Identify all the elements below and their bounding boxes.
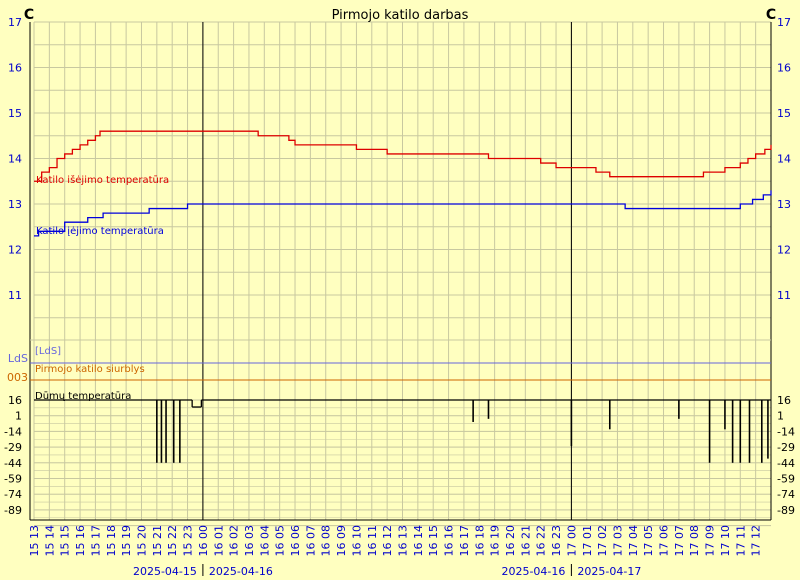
y-tick-lower-left: -29	[4, 441, 22, 454]
y-tick-left: 15	[8, 107, 22, 120]
x-tick-label: 17 11	[734, 525, 747, 557]
x-tick-label: 16 03	[243, 525, 256, 557]
x-tick-label: 16 21	[519, 525, 532, 557]
x-tick-label: 16 11	[366, 525, 379, 557]
pump-label: Pirmojo katilo siurblys	[35, 364, 145, 375]
output_temp-label: Katilo išėjimo temperatūra	[36, 174, 169, 186]
x-tick-label: 15 15	[59, 525, 72, 557]
y-tick-right: 14	[777, 153, 791, 166]
input_temp-line	[34, 190, 772, 237]
grid	[33, 21, 772, 527]
x-tick-label: 15 21	[151, 525, 164, 557]
y-tick-right: 16	[777, 62, 791, 75]
y-tick-lower-left: -89	[4, 504, 22, 517]
date-label: 2025-04-16	[501, 565, 565, 578]
y-tick-left: 11	[8, 289, 22, 302]
x-tick-label: 15 13	[28, 525, 41, 557]
x-tick-label: 16 05	[274, 525, 287, 557]
x-tick-label: 17 08	[688, 525, 701, 557]
x-tick-label: 16 10	[350, 525, 363, 557]
chart-title: Pirmojo katilo darbas	[332, 8, 469, 23]
y-tick-left: 16	[8, 62, 22, 75]
y-tick-left: 14	[8, 153, 22, 166]
y-tick-lower-right: -89	[777, 504, 795, 517]
y-tick-lower-right: 1	[777, 410, 784, 423]
output_temp-line	[34, 130, 772, 182]
y-tick-lower-left: -44	[4, 457, 22, 470]
x-tick-label: 17 03	[611, 525, 624, 557]
y-tick-right: 15	[777, 107, 791, 120]
y-tick-lower-right: -74	[777, 488, 795, 501]
y-tick-right: 13	[777, 198, 791, 211]
x-tick-label: 16 06	[289, 525, 302, 557]
marks	[30, 130, 772, 463]
x-tick-label: 17 09	[704, 525, 717, 557]
date-label: 2025-04-15	[133, 565, 197, 578]
date-label: 2025-04-16	[209, 565, 273, 578]
x-tick-label: 16 13	[397, 525, 410, 557]
x-tick-label: 17 04	[627, 525, 640, 557]
y-tick-right: 11	[777, 289, 791, 302]
y-tick-lower-left: -59	[4, 473, 22, 486]
y-tick-lower-right: -29	[777, 441, 795, 454]
x-tick-label: 16 02	[228, 525, 241, 557]
x-tick-label: 16 08	[320, 525, 333, 557]
x-tick-label: 15 14	[43, 525, 56, 557]
x-tick-label: 17 05	[642, 525, 655, 557]
x-tick-label: 17 06	[658, 525, 671, 557]
y-tick-lower-right: 16	[777, 394, 791, 407]
y-tick-lower-left: 16	[8, 394, 22, 407]
pump-axis-label: 003	[7, 371, 28, 384]
x-tick-label: 16 00	[197, 525, 210, 557]
x-tick-label: 17 02	[596, 525, 609, 557]
x-tick-label: 16 04	[258, 525, 271, 557]
y-tick-left: 12	[8, 244, 22, 257]
x-tick-label: 15 17	[89, 525, 102, 557]
x-tick-label: 17 10	[719, 525, 732, 557]
x-tick-label: 15 19	[120, 525, 133, 557]
x-tick-label: 16 16	[443, 525, 456, 557]
lds-label: [LdS]	[35, 346, 61, 357]
x-tick-label: 15 16	[74, 525, 87, 557]
x-tick-label: 16 01	[212, 525, 225, 557]
input_temp-label: Katilo įėjimo temperatūra	[36, 226, 164, 237]
left-unit-label: C	[24, 7, 34, 23]
x-tick-label: 17 00	[565, 525, 578, 557]
x-tick-label: 16 09	[335, 525, 348, 557]
x-tick-label: 17 12	[750, 525, 763, 557]
y-tick-left: 13	[8, 198, 22, 211]
x-tick-label: 15 22	[166, 525, 179, 557]
x-tick-label: 16 22	[535, 525, 548, 557]
y-tick-lower-left: -74	[4, 488, 22, 501]
x-tick-label: 16 14	[412, 525, 425, 557]
right-unit-label: C	[766, 7, 776, 23]
y-tick-lower-right: -44	[777, 457, 795, 470]
date-label: 2025-04-17	[577, 565, 641, 578]
x-tick-label: 16 19	[489, 525, 502, 557]
x-tick-label: 16 18	[473, 525, 486, 557]
x-tick-label: 15 18	[105, 525, 118, 557]
x-tick-label: 16 07	[304, 525, 317, 557]
x-tick-label: 17 01	[581, 525, 594, 557]
x-tick-label: 16 23	[550, 525, 563, 557]
x-tick-label: 16 20	[504, 525, 517, 557]
y-tick-left: 17	[8, 16, 22, 29]
y-tick-lower-left: -14	[4, 425, 22, 438]
flue-temp-label: Dūmų temperatūra	[35, 391, 131, 402]
y-tick-lower-left: 1	[15, 410, 22, 423]
x-tick-label: 15 20	[135, 525, 148, 557]
x-tick-label: 16 12	[381, 525, 394, 557]
lds-axis-label: LdS	[8, 352, 28, 365]
y-tick-right: 17	[777, 16, 791, 29]
x-tick-label: 16 17	[458, 525, 471, 557]
y-tick-lower-right: -59	[777, 473, 795, 486]
x-tick-label: 15 23	[182, 525, 195, 557]
x-tick-label: 16 15	[427, 525, 440, 557]
y-tick-right: 12	[777, 244, 791, 257]
x-tick-label: 17 07	[673, 525, 686, 557]
y-tick-lower-right: -14	[777, 425, 795, 438]
